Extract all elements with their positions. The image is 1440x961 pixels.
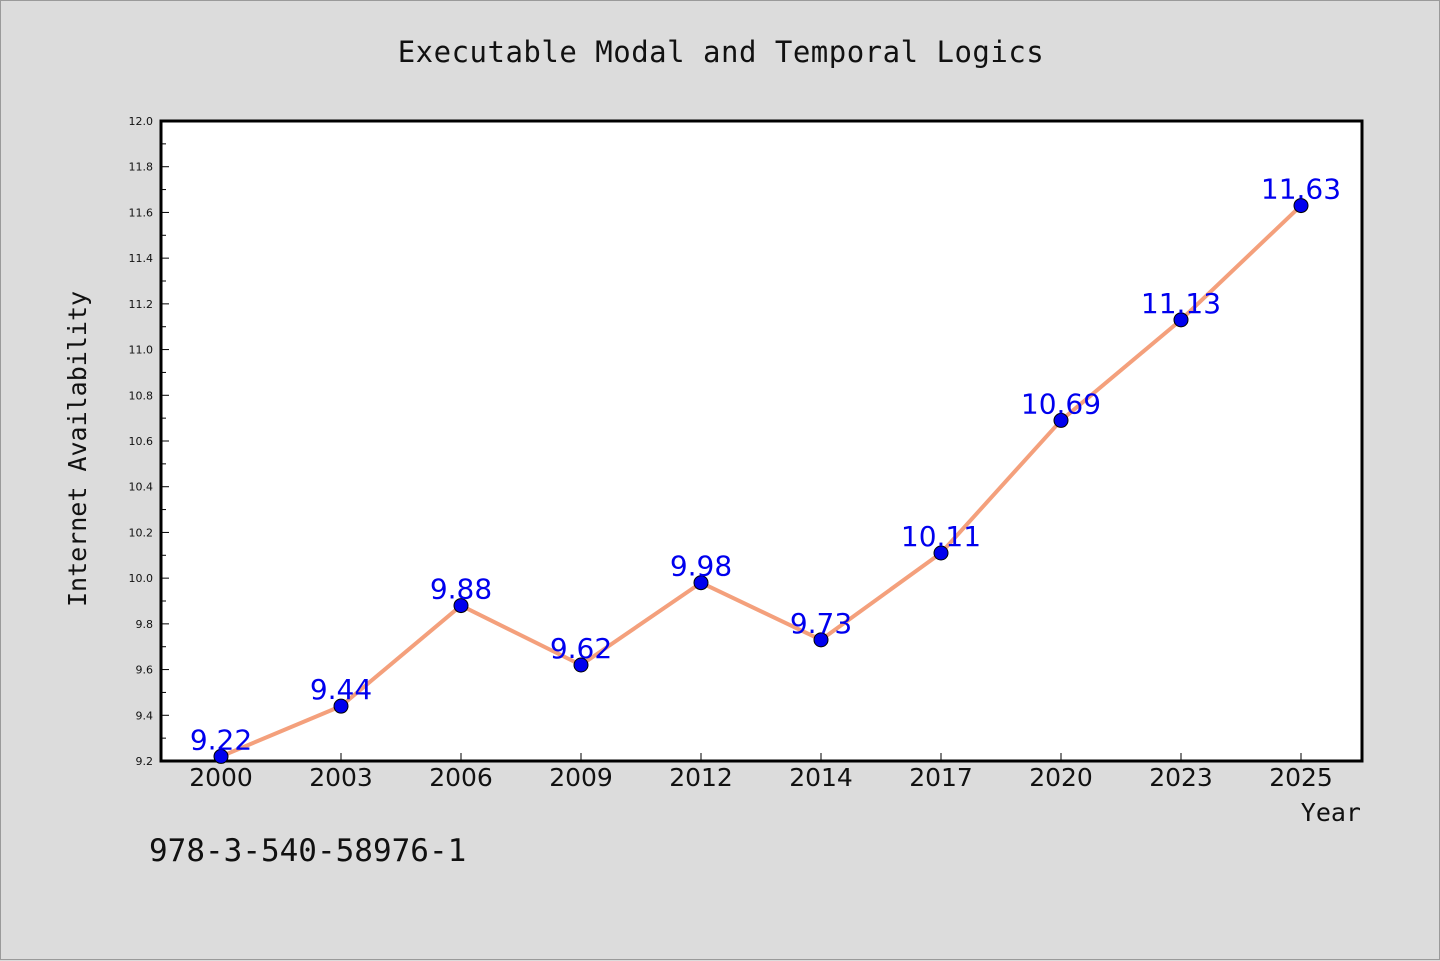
x-tick-label: 2020 [1029, 763, 1093, 792]
y-tick-label: 11.2 [129, 298, 154, 311]
data-point [1293, 198, 1309, 214]
data-point [693, 575, 709, 591]
data-label: 10.69 [1021, 387, 1101, 420]
y-tick-label: 9.6 [136, 664, 154, 677]
data-label: 9.88 [430, 573, 492, 606]
y-tick-label: 11.4 [129, 252, 154, 265]
x-tick-label: 2000 [189, 763, 253, 792]
data-point [453, 598, 469, 614]
x-tick-label: 2006 [429, 763, 493, 792]
data-label: 9.62 [550, 632, 612, 665]
y-tick-label: 10.2 [129, 526, 154, 539]
series-line [219, 203, 1303, 759]
data-label: 9.98 [670, 550, 732, 583]
y-tick-label: 12.0 [129, 115, 154, 128]
data-point [933, 545, 949, 561]
x-axis: 2000 2003 2006 2009 2012 2014 2017 2020 2023 2025 [189, 753, 1333, 792]
x-tick-label: 2009 [549, 763, 613, 792]
x-tick-label: 2012 [669, 763, 733, 792]
y-tick-label: 9.2 [136, 755, 154, 768]
y-tick-label: 11.6 [129, 206, 154, 219]
series-layer: 9.22 9.44 9.88 9.62 9.98 9.73 10.11 10.69 11.13 1… [190, 173, 1341, 764]
chart-title: Executable Modal and Temporal Logics [397, 35, 1045, 69]
y-tick-label: 9.4 [136, 709, 154, 722]
y-tick-label: 10.8 [129, 389, 154, 402]
y-axis-label: Internet Availability [63, 291, 92, 607]
x-tick-label: 2003 [309, 763, 373, 792]
data-label: 10.11 [901, 520, 981, 553]
data-label: 9.73 [790, 607, 852, 640]
data-label: 11.13 [1141, 287, 1221, 320]
x-tick-label: 2017 [909, 763, 973, 792]
x-tick-label: 2025 [1269, 763, 1333, 792]
x-axis-label: Year [1301, 798, 1361, 827]
isbn-note: 978-3-540-58976-1 [149, 833, 467, 869]
data-point [573, 657, 589, 673]
y-tick-label: 9.8 [136, 618, 154, 631]
x-tick-label: 2023 [1149, 763, 1213, 792]
data-point [333, 698, 349, 714]
y-tick-label: 10.0 [129, 572, 154, 585]
data-point [1173, 312, 1189, 328]
y-axis: 9.2 9.4 9.6 9.8 10.0 10.2 10.4 10.6 10.8 11.0 11.2… [129, 115, 169, 768]
y-tick-label: 10.6 [129, 435, 154, 448]
data-point [213, 748, 229, 764]
data-point [813, 632, 829, 648]
x-tick-label: 2014 [789, 763, 853, 792]
y-tick-label: 10.4 [129, 481, 154, 494]
data-label: 9.22 [190, 723, 252, 756]
data-point [1053, 412, 1069, 428]
y-tick-label: 11.0 [129, 344, 154, 357]
plot-area [159, 119, 1364, 763]
y-tick-label: 11.8 [129, 161, 154, 174]
data-label: 9.44 [310, 673, 372, 706]
data-label: 11.63 [1261, 173, 1341, 206]
